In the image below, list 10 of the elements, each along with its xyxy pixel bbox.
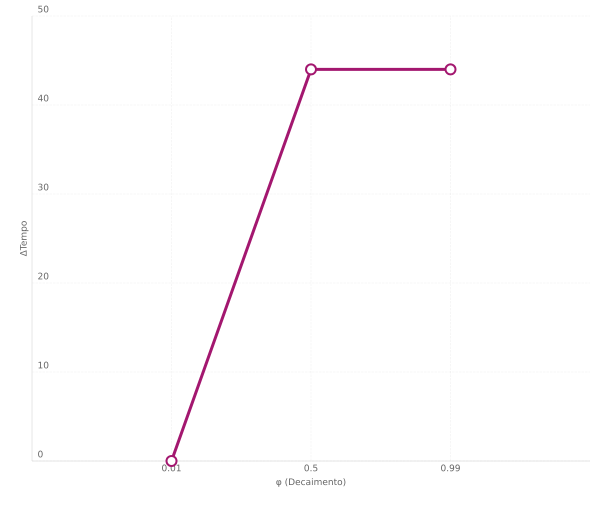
y-tick-label: 50 bbox=[38, 6, 48, 12]
x-axis-title: φ (Decaimento) bbox=[276, 478, 346, 487]
x-tick-label: 0.99 bbox=[441, 464, 460, 472]
y-tick-label: 0 bbox=[38, 450, 43, 458]
y-axis-title: ΔTempo bbox=[20, 221, 28, 256]
y-tick-label: 10 bbox=[38, 362, 48, 368]
x-tick-label: 0.5 bbox=[304, 464, 318, 472]
y-tick-label: 20 bbox=[38, 272, 48, 280]
y-tick-label: 40 bbox=[38, 94, 48, 102]
y-tick-label: 30 bbox=[38, 184, 48, 190]
